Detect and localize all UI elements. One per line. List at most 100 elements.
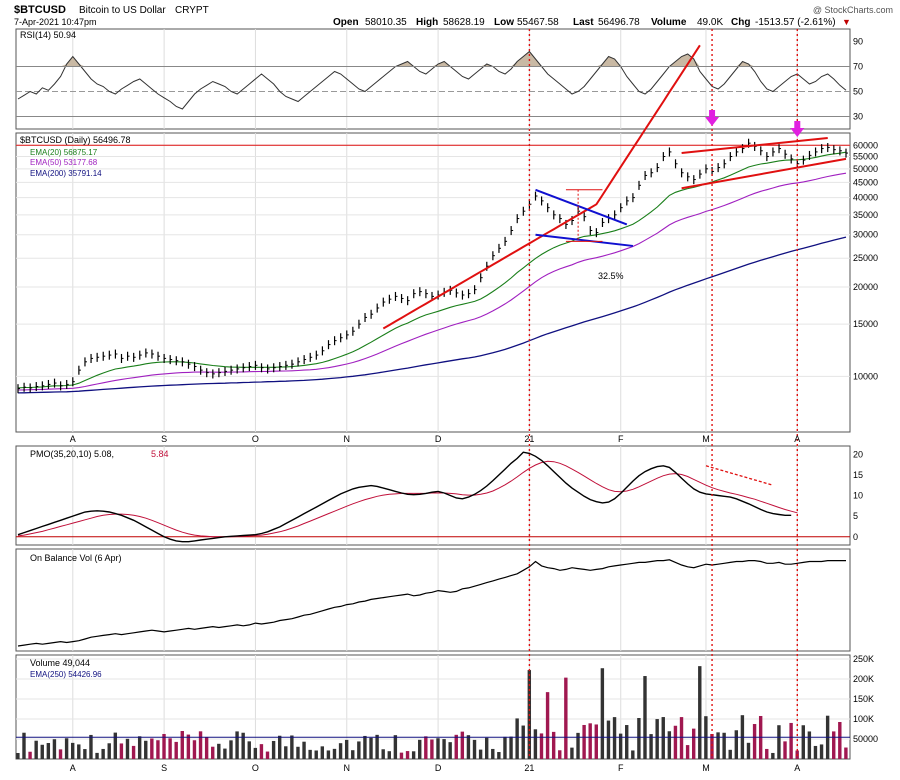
volume-bar: [789, 722, 793, 759]
volume-bar: [436, 738, 440, 759]
volume-bar: [631, 750, 635, 759]
volume-bar: [229, 740, 233, 759]
volume-bar: [217, 743, 221, 759]
volume-bar: [570, 747, 574, 759]
volume-bar: [314, 750, 318, 759]
volume-bar: [22, 732, 26, 759]
volume-bar: [247, 741, 251, 759]
volume-bar: [16, 753, 20, 759]
obv-plot: [17, 559, 846, 647]
ema200-label: EMA(200) 35791.14: [30, 169, 102, 178]
pmo-tick-label: 5: [853, 511, 858, 521]
flag-upper-line: [535, 188, 628, 226]
volume-bar: [418, 739, 422, 759]
volume-bar: [661, 717, 665, 759]
volume-bar: [186, 734, 191, 759]
chg-value: -1513.57 (-2.61%): [755, 17, 836, 28]
volume-bar: [338, 743, 343, 759]
pmo-tick-label: 0: [853, 532, 858, 542]
volume-ema-label: EMA(250) 54426.96: [30, 670, 102, 679]
chart-date: 7-Apr-2021 10:47pm: [14, 17, 97, 27]
volume-bar: [564, 677, 568, 759]
volume-bar: [302, 741, 306, 759]
volume-bar: [600, 668, 605, 759]
volume-bar: [691, 728, 696, 759]
high-label: High: [416, 17, 438, 28]
volume-bar: [491, 748, 495, 759]
volume-bar: [344, 739, 349, 759]
ema50-label: EMA(50) 53177.68: [30, 158, 98, 167]
pmo-panel: [15, 445, 851, 546]
wedge-upper-line: [681, 136, 828, 155]
volume-bar: [777, 725, 781, 759]
volume-bar: [405, 751, 410, 759]
volume-bar: [716, 732, 720, 759]
rsi-tick-label: 90: [853, 37, 863, 47]
low-label: Low: [494, 17, 514, 28]
month-tick-label: F: [618, 763, 624, 773]
pmo-signal-value: 5.84: [151, 449, 169, 459]
high-value: 58628.19: [443, 17, 485, 28]
volume-bar: [180, 731, 184, 759]
price-tick-label: 50000: [853, 164, 878, 174]
rsi-line: [17, 50, 847, 110]
price-tick-label: 45000: [853, 177, 878, 187]
volume-bar: [144, 740, 148, 759]
month-tick-label: S: [161, 434, 167, 444]
volume-bar: [137, 736, 142, 759]
panel-frames: [15, 28, 851, 760]
annotations: [382, 29, 847, 759]
month-tick-label: M: [702, 434, 710, 444]
volume-bar: [381, 749, 385, 759]
volume-bar: [113, 732, 118, 759]
volume-bar: [162, 733, 166, 759]
month-tick-label: A: [70, 763, 76, 773]
volume-bar: [582, 724, 586, 759]
open-value: 58010.35: [365, 17, 407, 28]
month-tick-label: N: [344, 434, 351, 444]
volume-bar: [783, 741, 787, 759]
price-tick-label: 55000: [853, 152, 878, 162]
volume-bar: [296, 746, 300, 759]
rsi-tick-label: 70: [853, 62, 863, 72]
volume-tick-label: 150K: [853, 694, 874, 704]
volume-bar: [393, 735, 398, 759]
down-arrow-marker-icon: [705, 110, 720, 126]
volume-bar: [637, 717, 641, 759]
volume-bar: [430, 739, 434, 759]
volume-bar: [357, 741, 361, 759]
volume-bar: [801, 725, 805, 759]
volume-bar: [667, 731, 672, 759]
volume-bar: [521, 725, 525, 759]
volume-bar: [539, 733, 544, 759]
volume-bar: [271, 740, 276, 759]
price-tick-label: 25000: [853, 253, 878, 263]
pmo-divergence-line: [705, 465, 774, 486]
wedge-lower-line: [681, 157, 847, 190]
month-tick-label: A: [70, 434, 76, 444]
volume-bar: [369, 737, 373, 759]
obv-panel: [15, 548, 851, 652]
volume-bar: [832, 731, 836, 759]
month-tick-label: D: [435, 434, 442, 444]
price-tick-label: 10000: [853, 371, 878, 381]
volume-bar: [290, 735, 294, 759]
rsi-panel: [15, 28, 851, 130]
volume-bar: [618, 733, 623, 759]
volume-bar: [320, 746, 325, 759]
pmo-signal-line: [17, 460, 798, 538]
volume-bar: [168, 738, 172, 759]
volume-bar: [125, 738, 130, 759]
volume-bar: [119, 743, 124, 759]
volume-bar: [204, 737, 209, 759]
volume-bar: [606, 720, 611, 759]
volume-bar: [192, 740, 197, 759]
volume-bar: [265, 751, 270, 759]
volume-bar: [765, 748, 769, 759]
volume-bar: [612, 717, 617, 759]
month-tick-label: S: [161, 763, 167, 773]
price-title: $BTCUSD (Daily) 56496.78: [20, 135, 131, 145]
volume-tick-label: 100K: [853, 714, 874, 724]
